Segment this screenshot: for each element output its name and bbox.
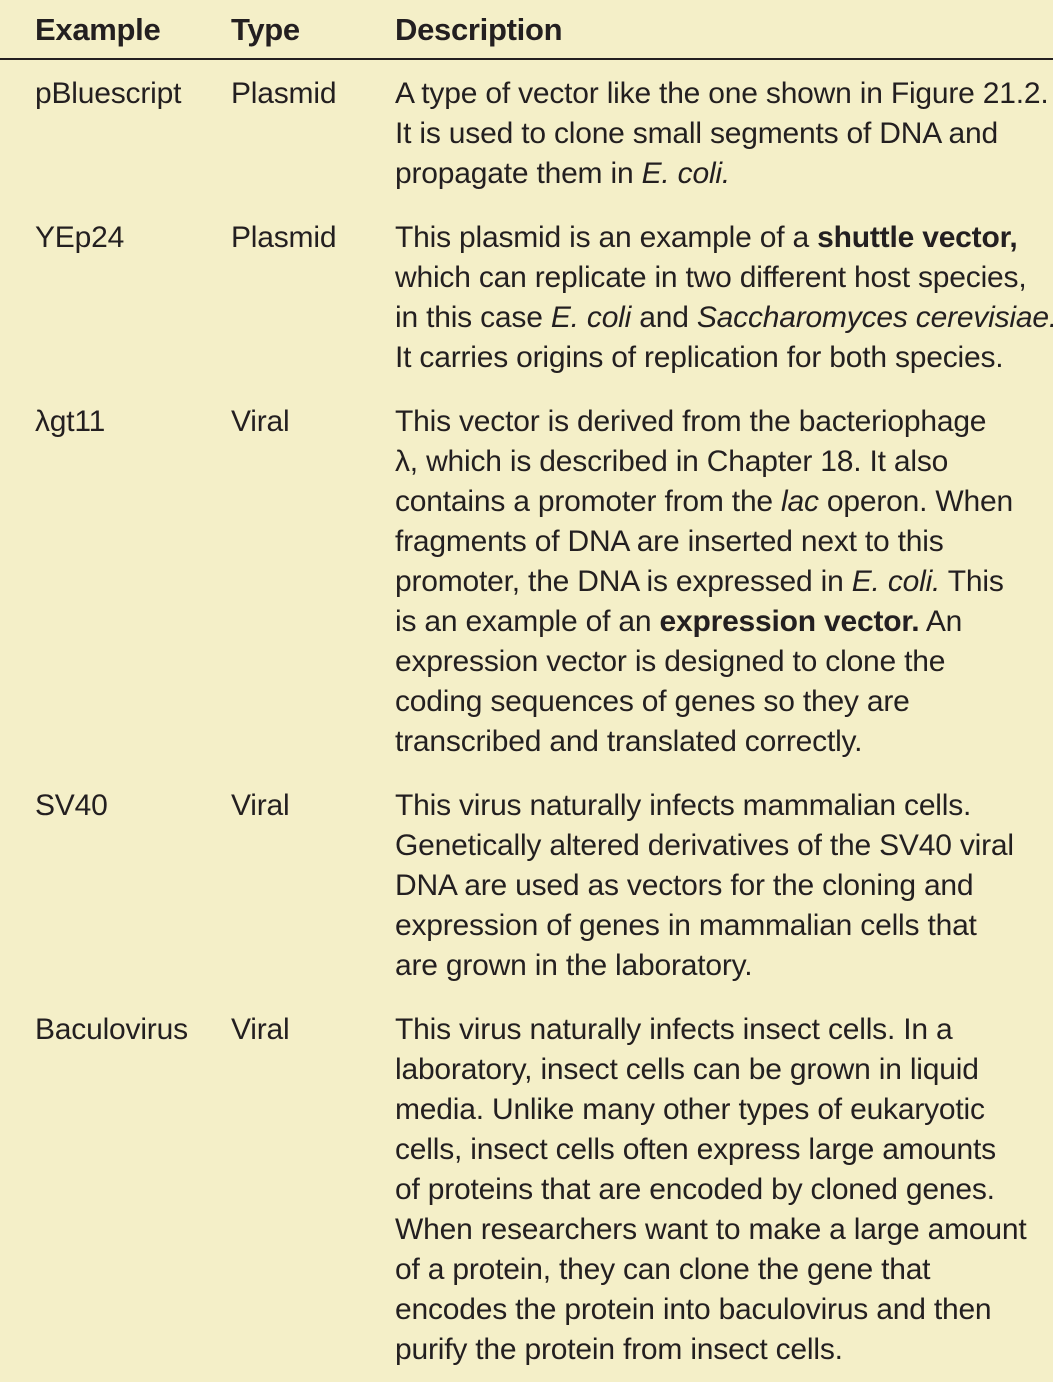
type-cell: Plasmid xyxy=(231,77,337,110)
description-cell: A type of vector like the one shown in F… xyxy=(395,74,1049,194)
description-line: This vector is derived from the bacterio… xyxy=(395,402,1045,442)
description-text: It carries origins of replication for bo… xyxy=(395,341,1004,374)
type-cell: Viral xyxy=(231,405,290,438)
header-type: Type xyxy=(231,12,300,47)
description-text: of a protein, they can clone the gene th… xyxy=(395,1253,931,1286)
description-cell: This plasmid is an example of a shuttle … xyxy=(395,218,1053,378)
description-line: λ, which is described in Chapter 18. It … xyxy=(395,442,1045,482)
description-line: of a protein, they can clone the gene th… xyxy=(395,1250,1045,1290)
description-text: laboratory, insect cells can be grown in… xyxy=(395,1053,979,1086)
description-text: λ, which is described in Chapter 18. It … xyxy=(395,445,949,478)
italic-term: E. coli. xyxy=(851,565,941,598)
description-text: media. Unlike many other types of eukary… xyxy=(395,1093,985,1126)
description-line: This plasmid is an example of a shuttle … xyxy=(395,218,1045,258)
description-line: propagate them in E. coli. xyxy=(395,154,1045,194)
description-text: expression of genes in mammalian cells t… xyxy=(395,909,977,942)
description-line: media. Unlike many other types of eukary… xyxy=(395,1090,1045,1130)
description-text: Genetically altered derivatives of the S… xyxy=(395,829,1014,862)
description-cell: This vector is derived from the bacterio… xyxy=(395,402,1045,762)
description-text: This vector is derived from the bacterio… xyxy=(395,405,987,438)
italic-term: E. coli xyxy=(550,301,632,334)
type-cell: Viral xyxy=(231,1013,290,1046)
description-text: promoter, the DNA is expressed in xyxy=(395,565,852,598)
description-line: DNA are used as vectors for the cloning … xyxy=(395,866,1045,906)
description-line: When researchers want to make a large am… xyxy=(395,1210,1045,1250)
description-line: which can replicate in two different hos… xyxy=(395,258,1045,298)
description-text: and xyxy=(631,301,697,334)
description-text: purify the protein from insect cells. xyxy=(395,1333,843,1366)
description-line: coding sequences of genes so they are xyxy=(395,682,1045,722)
description-text: operon. When xyxy=(818,485,1013,518)
description-line: This virus naturally infects mammalian c… xyxy=(395,786,1045,826)
description-text: propagate them in xyxy=(395,157,642,190)
header-example: Example xyxy=(35,12,161,47)
description-line: expression of genes in mammalian cells t… xyxy=(395,906,1045,946)
description-line: fragments of DNA are inserted next to th… xyxy=(395,522,1045,562)
description-line: It is used to clone small segments of DN… xyxy=(395,114,1045,154)
italic-term: E. coli. xyxy=(641,157,731,190)
description-text: A type of vector like the one shown in F… xyxy=(395,77,1049,110)
description-line: are grown in the laboratory. xyxy=(395,946,1045,986)
description-line: Genetically altered derivatives of the S… xyxy=(395,826,1045,866)
description-text: This virus naturally infects insect cell… xyxy=(395,1013,953,1046)
description-text: fragments of DNA are inserted next to th… xyxy=(395,525,944,558)
description-line: in this case E. coli and Saccharomyces c… xyxy=(395,298,1053,338)
description-line: laboratory, insect cells can be grown in… xyxy=(395,1050,1045,1090)
example-cell: YEp24 xyxy=(35,221,125,254)
description-text: DNA are used as vectors for the cloning … xyxy=(395,869,974,902)
type-cell: Viral xyxy=(231,789,290,822)
description-cell: This virus naturally infects mammalian c… xyxy=(395,786,1045,986)
example-cell: SV40 xyxy=(35,789,108,822)
description-line: promoter, the DNA is expressed in E. col… xyxy=(395,562,1045,602)
description-text: This virus naturally infects mammalian c… xyxy=(395,789,972,822)
description-line: This virus naturally infects insect cell… xyxy=(395,1010,1045,1050)
description-text: encodes the protein into baculovirus and… xyxy=(395,1293,992,1326)
example-cell: Baculovirus xyxy=(35,1013,188,1046)
description-text: are grown in the laboratory. xyxy=(395,949,753,982)
description-line: expression vector is designed to clone t… xyxy=(395,642,1045,682)
description-line: purify the protein from insect cells. xyxy=(395,1330,1045,1370)
description-text: in this case xyxy=(395,301,551,334)
description-text: is an example of an xyxy=(395,605,660,638)
italic-term: Saccharomyces cerevisiae. xyxy=(696,301,1053,334)
example-cell: pBluescript xyxy=(35,77,182,110)
description-text: expression vector is designed to clone t… xyxy=(395,645,946,678)
description-text: This plasmid is an example of a xyxy=(395,221,818,254)
description-line: A type of vector like the one shown in F… xyxy=(395,74,1049,114)
type-cell: Plasmid xyxy=(231,221,337,254)
description-line: It carries origins of replication for bo… xyxy=(395,338,1045,378)
description-text: which can replicate in two different hos… xyxy=(395,261,1027,294)
description-text: cells, insect cells often express large … xyxy=(395,1133,996,1166)
description-cell: This virus naturally infects insect cell… xyxy=(395,1010,1045,1370)
italic-term: lac xyxy=(781,485,819,518)
header-description: Description xyxy=(395,12,563,47)
description-line: transcribed and translated correctly. xyxy=(395,722,1045,762)
description-text: transcribed and translated correctly. xyxy=(395,725,863,758)
description-line: contains a promoter from the lac operon.… xyxy=(395,482,1045,522)
description-text: An xyxy=(919,605,963,638)
description-line: cells, insect cells often express large … xyxy=(395,1130,1045,1170)
description-text: When researchers want to make a large am… xyxy=(395,1213,1027,1246)
bold-term: shuttle vector, xyxy=(817,221,1018,254)
table-header: Example Type Description xyxy=(0,0,1053,60)
description-text: It is used to clone small segments of DN… xyxy=(395,117,998,150)
description-line: encodes the protein into baculovirus and… xyxy=(395,1290,1045,1330)
description-line: of proteins that are encoded by cloned g… xyxy=(395,1170,1045,1210)
bold-term: expression vector. xyxy=(659,605,920,638)
description-line: is an example of an expression vector. A… xyxy=(395,602,1045,642)
example-cell: λgt11 xyxy=(35,405,106,438)
description-text: This xyxy=(940,565,1004,598)
description-text: of proteins that are encoded by cloned g… xyxy=(395,1173,995,1206)
description-text: contains a promoter from the xyxy=(395,485,782,518)
description-text: coding sequences of genes so they are xyxy=(395,685,910,718)
